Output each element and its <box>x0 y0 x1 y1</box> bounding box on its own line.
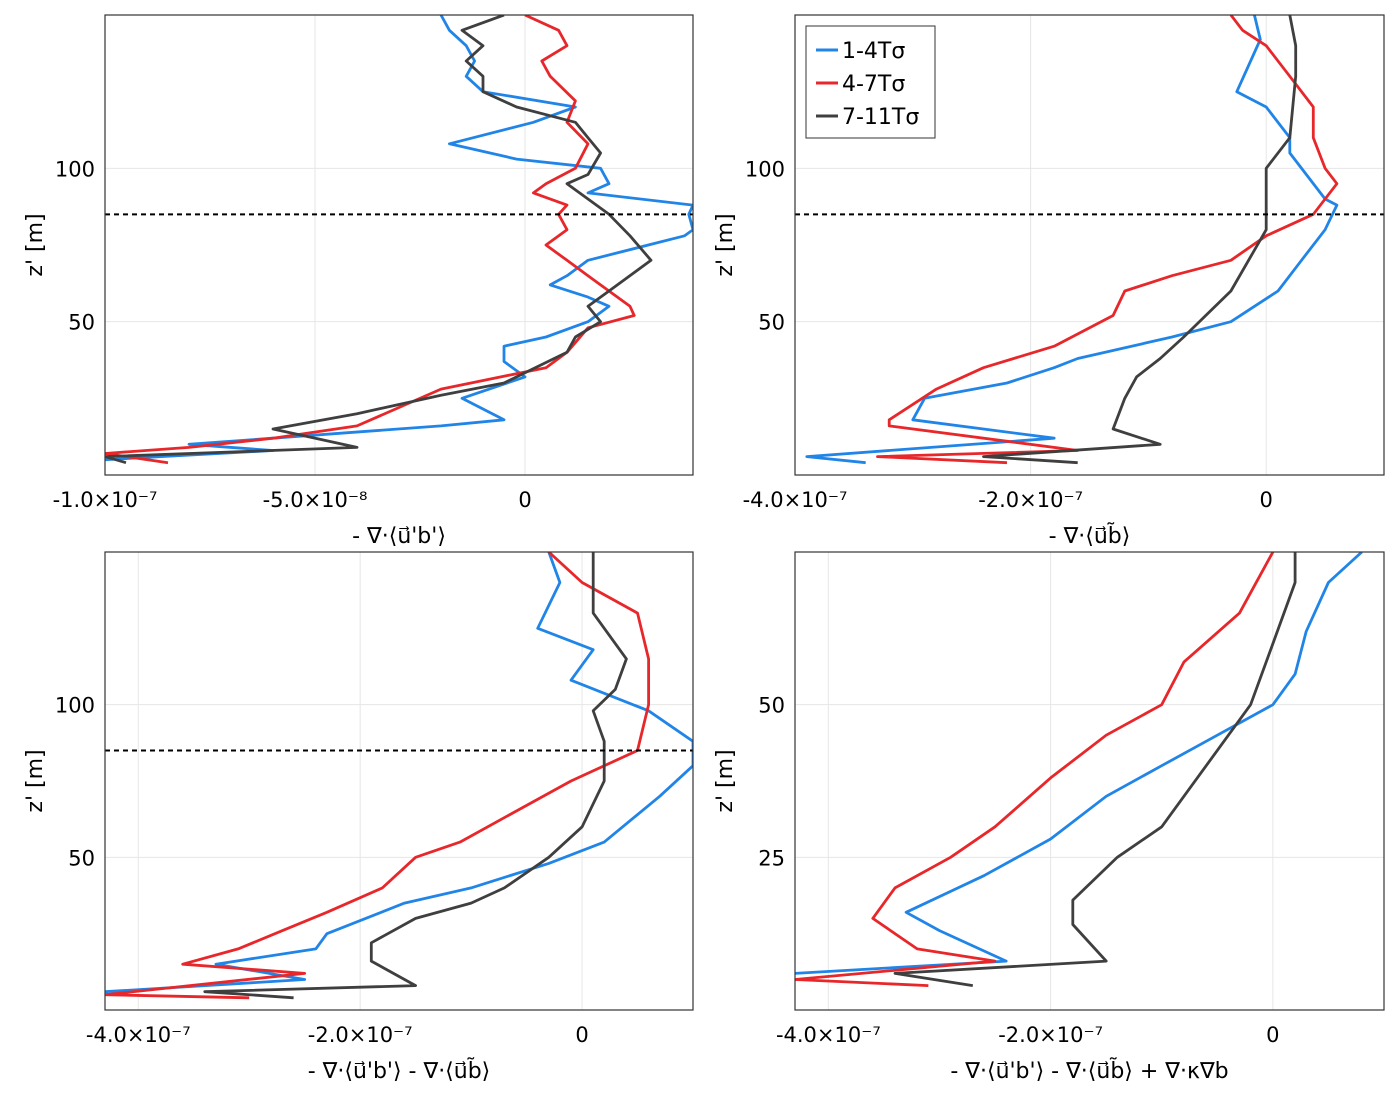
y-tick-label: 50 <box>68 846 95 870</box>
y-axis-label: z' [m] <box>23 749 48 812</box>
series-line-7-11t- <box>203 552 628 1000</box>
plot-frame <box>794 551 1385 1011</box>
panel-top-right: -4.0×10⁻⁷ -2.0×10⁻⁷ 0 50 100 - ∇·⟨u⃗b̃⟩ z' [m] <box>713 14 1385 549</box>
legend-label-2: 4-7Tσ <box>842 72 905 97</box>
y-tick-label: 50 <box>68 311 95 335</box>
x-tick-label: 0 <box>575 1023 588 1047</box>
y-axis-label: z' [m] <box>713 749 738 812</box>
series-line-4-7t- <box>876 15 1339 465</box>
series-line-4-7t- <box>105 15 636 465</box>
panel-bottom-left: -4.0×10⁻⁷ -2.0×10⁻⁷ 0 50 100 - ∇·⟨u⃗'b'⟩ - ∇·… <box>23 551 694 1084</box>
x-tick-label: -2.0×10⁻⁷ <box>978 488 1083 512</box>
series-line-1-4t- <box>805 15 1339 465</box>
y-tick-label: 100 <box>55 157 95 181</box>
x-tick-label: -4.0×10⁻⁷ <box>776 1023 881 1047</box>
y-tick-label: 50 <box>758 694 785 718</box>
y-axis-label: z' [m] <box>713 213 738 276</box>
x-tick-label: 0 <box>518 488 531 512</box>
series-line-4-7t- <box>105 552 650 1000</box>
y-tick-label: 50 <box>758 311 785 335</box>
y-tick-label: 100 <box>55 694 95 718</box>
series-line-7-11t- <box>893 552 1297 987</box>
x-tick-label: 0 <box>1260 488 1273 512</box>
legend-label-3: 7-11Tσ <box>842 105 919 130</box>
legend: 1-4Tσ 4-7Tσ 7-11Tσ <box>805 25 936 139</box>
series-line-1-4t- <box>105 552 693 994</box>
x-axis-label: - ∇·⟨u⃗'b'⟩ - ∇·⟨u⃗b̃⟩ + ∇·κ∇b <box>950 1058 1228 1084</box>
x-tick-label: 0 <box>1266 1023 1279 1047</box>
x-axis-label: - ∇·⟨u⃗'b'⟩ - ∇·⟨u⃗b̃⟩ <box>308 1058 491 1084</box>
series-line-7-11t- <box>982 15 1298 465</box>
panel-bottom-right: -4.0×10⁻⁷ -2.0×10⁻⁷ 0 25 50 - ∇·⟨u⃗'b'⟩ - ∇·⟨… <box>713 551 1385 1084</box>
y-tick-label: 100 <box>745 157 785 181</box>
series-line-4-7t- <box>795 552 1275 987</box>
y-axis-label: z' [m] <box>23 213 48 276</box>
series-line-7-11t- <box>105 15 653 465</box>
series-line-1-4t- <box>795 552 1363 975</box>
x-tick-label: -5.0×10⁻⁸ <box>263 488 368 512</box>
plot-frame <box>794 14 1385 476</box>
plot-frame <box>104 551 694 1011</box>
legend-label-1: 1-4Tσ <box>842 39 905 64</box>
x-tick-label: -4.0×10⁻⁷ <box>743 488 848 512</box>
x-tick-label: -1.0×10⁻⁷ <box>53 488 158 512</box>
y-tick-label: 25 <box>758 846 785 870</box>
series-line-1-4t- <box>105 15 693 462</box>
x-axis-label: - ∇·⟨u⃗'b'⟩ <box>352 524 446 549</box>
x-tick-label: -4.0×10⁻⁷ <box>86 1023 191 1047</box>
x-tick-label: -2.0×10⁻⁷ <box>998 1023 1103 1047</box>
plot-frame <box>104 14 694 476</box>
panel-top-left: -1.0×10⁻⁷ -5.0×10⁻⁸ 0 50 100 - ∇·⟨u⃗'b'⟩ z' [m… <box>23 14 694 549</box>
x-axis-label: - ∇·⟨u⃗b̃⟩ <box>1049 523 1131 549</box>
x-tick-label: -2.0×10⁻⁷ <box>308 1023 413 1047</box>
